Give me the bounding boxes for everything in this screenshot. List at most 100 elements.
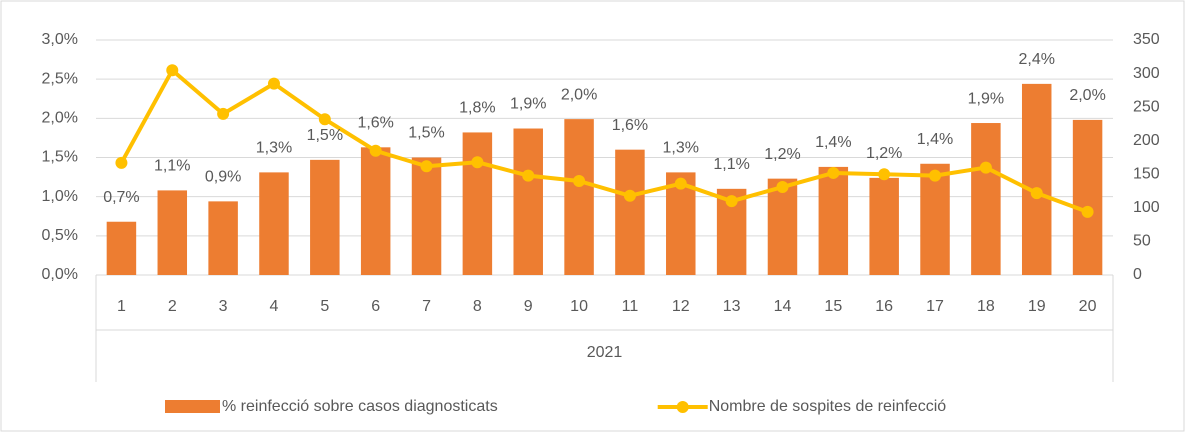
line-marker (878, 168, 891, 181)
line-marker (827, 166, 840, 179)
legend-marker (676, 401, 689, 413)
y2-tick-label: 350 (1133, 31, 1160, 48)
x-tick-label: 2 (168, 298, 177, 315)
data-label: 1,8% (459, 100, 495, 117)
x-tick-label: 17 (926, 298, 944, 315)
x-tick-label: 11 (622, 298, 639, 315)
legend-swatch (165, 400, 220, 413)
bar (615, 149, 645, 275)
x-tick-label: 16 (875, 298, 893, 315)
data-label: 1,3% (663, 140, 699, 157)
x-tick-label: 4 (270, 298, 279, 315)
x-tick-label: 13 (723, 298, 741, 315)
data-label: 1,5% (307, 127, 343, 144)
bar (208, 201, 238, 275)
x-tick-label: 9 (524, 298, 533, 315)
bar (462, 132, 493, 275)
line-marker (674, 177, 687, 190)
x-tick-label: 14 (774, 298, 792, 315)
y-tick-label: 1,0% (42, 188, 78, 205)
group-label: 2021 (587, 344, 623, 361)
data-label: 1,4% (815, 134, 851, 151)
line-marker (217, 107, 230, 120)
line-marker (929, 169, 942, 182)
y-tick-label: 0,5% (42, 227, 78, 244)
line-marker (267, 77, 280, 90)
data-label: 2,4% (1018, 51, 1054, 68)
y2-tick-label: 50 (1133, 233, 1151, 250)
y-tick-label: 2,0% (42, 110, 78, 127)
data-label: 0,9% (205, 169, 241, 186)
line-marker (623, 189, 636, 202)
line-marker (471, 156, 484, 169)
bar (564, 119, 594, 275)
x-tick-label: 5 (320, 298, 329, 315)
data-label: 1,1% (154, 158, 190, 175)
bar (411, 157, 442, 275)
legend-label: % reinfecció sobre casos diagnosticats (222, 398, 498, 415)
data-label: 1,3% (256, 140, 292, 157)
bar (869, 177, 899, 275)
x-tick-label: 12 (672, 298, 690, 315)
bar (513, 128, 543, 275)
legend-label: Nombre de sospites de reinfecció (709, 398, 947, 415)
x-tick-label: 18 (977, 298, 995, 315)
data-label: 1,9% (510, 96, 546, 113)
x-tick-label: 8 (473, 298, 482, 315)
data-label: 1,5% (408, 125, 444, 142)
bar (157, 190, 188, 275)
bar (767, 178, 798, 275)
line-marker (115, 156, 128, 169)
line-marker (522, 169, 535, 182)
bar (818, 166, 849, 275)
data-label: 1,4% (917, 131, 953, 148)
data-label: 1,2% (866, 145, 902, 162)
y-tick-label: 1,5% (42, 149, 78, 166)
line-marker (1081, 205, 1094, 218)
line-marker (318, 113, 331, 126)
y2-tick-label: 150 (1133, 166, 1160, 183)
y-tick-label: 3,0% (42, 31, 78, 48)
data-label: 0,7% (103, 189, 139, 206)
line-marker (166, 64, 179, 77)
y2-tick-label: 300 (1133, 65, 1160, 82)
data-label: 1,6% (612, 117, 648, 134)
bar (971, 123, 1001, 276)
x-tick-label: 15 (824, 298, 842, 315)
x-tick-label: 19 (1028, 298, 1046, 315)
line-marker (776, 181, 789, 194)
bar (1021, 83, 1052, 275)
bar (1072, 119, 1103, 276)
data-label: 2,0% (561, 86, 597, 103)
y2-tick-label: 100 (1133, 199, 1160, 216)
line-marker (1030, 187, 1043, 200)
x-tick-label: 7 (422, 298, 431, 315)
y2-tick-label: 200 (1133, 132, 1160, 149)
data-label: 1,9% (968, 90, 1004, 107)
bar (259, 172, 289, 275)
bar (920, 163, 950, 275)
y-tick-label: 0,0% (42, 266, 78, 283)
y2-tick-label: 250 (1133, 98, 1160, 115)
x-tick-label: 20 (1079, 298, 1097, 315)
line-marker (573, 175, 586, 187)
x-tick-label: 10 (570, 298, 588, 315)
x-tick-label: 3 (219, 298, 228, 315)
x-tick-label: 1 (117, 298, 126, 315)
line-marker (725, 195, 738, 208)
line-marker (979, 161, 992, 174)
data-label: 1,1% (713, 156, 749, 173)
bar (360, 147, 391, 275)
y-tick-label: 2,5% (42, 70, 78, 87)
bar (310, 159, 340, 275)
line-marker (369, 144, 382, 157)
data-label: 2,0% (1069, 87, 1105, 104)
y2-tick-label: 0 (1133, 266, 1142, 283)
x-tick-label: 6 (371, 298, 380, 315)
bar (106, 221, 137, 275)
line (119, 68, 1089, 214)
data-label: 1,2% (764, 146, 800, 163)
line-marker (420, 160, 433, 173)
